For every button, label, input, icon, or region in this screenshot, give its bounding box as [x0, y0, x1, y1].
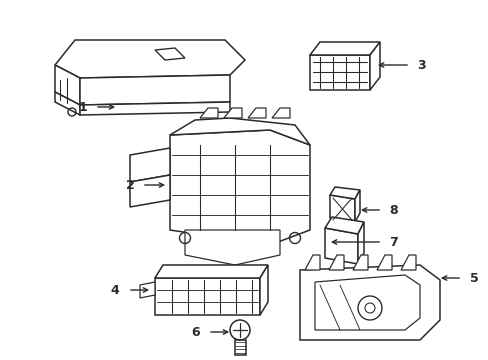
Polygon shape	[305, 255, 319, 270]
Polygon shape	[247, 108, 265, 118]
Polygon shape	[224, 108, 242, 118]
Polygon shape	[314, 275, 419, 330]
Polygon shape	[170, 130, 309, 245]
Polygon shape	[200, 108, 218, 118]
Polygon shape	[329, 195, 354, 222]
Polygon shape	[184, 230, 280, 265]
Text: 2: 2	[125, 179, 134, 192]
Polygon shape	[155, 48, 184, 60]
Polygon shape	[55, 65, 80, 105]
Polygon shape	[325, 217, 363, 234]
Polygon shape	[357, 222, 363, 264]
Polygon shape	[55, 40, 244, 78]
Polygon shape	[235, 340, 245, 355]
Polygon shape	[271, 108, 289, 118]
Polygon shape	[309, 55, 369, 90]
Text: 8: 8	[389, 203, 398, 216]
Polygon shape	[130, 148, 170, 182]
Text: 5: 5	[468, 271, 477, 284]
Polygon shape	[140, 282, 155, 298]
Text: 4: 4	[110, 284, 119, 297]
Polygon shape	[328, 255, 343, 270]
Polygon shape	[155, 265, 267, 278]
Polygon shape	[369, 42, 379, 90]
Text: 6: 6	[191, 325, 200, 338]
Polygon shape	[80, 102, 229, 115]
Polygon shape	[309, 42, 379, 55]
Polygon shape	[354, 190, 359, 222]
Polygon shape	[400, 255, 415, 270]
Polygon shape	[376, 255, 391, 270]
Polygon shape	[155, 278, 260, 315]
Polygon shape	[55, 92, 80, 115]
Polygon shape	[80, 75, 229, 105]
Polygon shape	[325, 228, 357, 264]
Polygon shape	[130, 175, 170, 207]
Text: 7: 7	[389, 235, 398, 248]
Polygon shape	[170, 118, 309, 145]
Polygon shape	[299, 265, 439, 340]
Text: 1: 1	[79, 100, 87, 113]
Polygon shape	[260, 265, 267, 315]
Polygon shape	[352, 255, 367, 270]
Polygon shape	[329, 187, 359, 199]
Text: 3: 3	[417, 59, 426, 72]
